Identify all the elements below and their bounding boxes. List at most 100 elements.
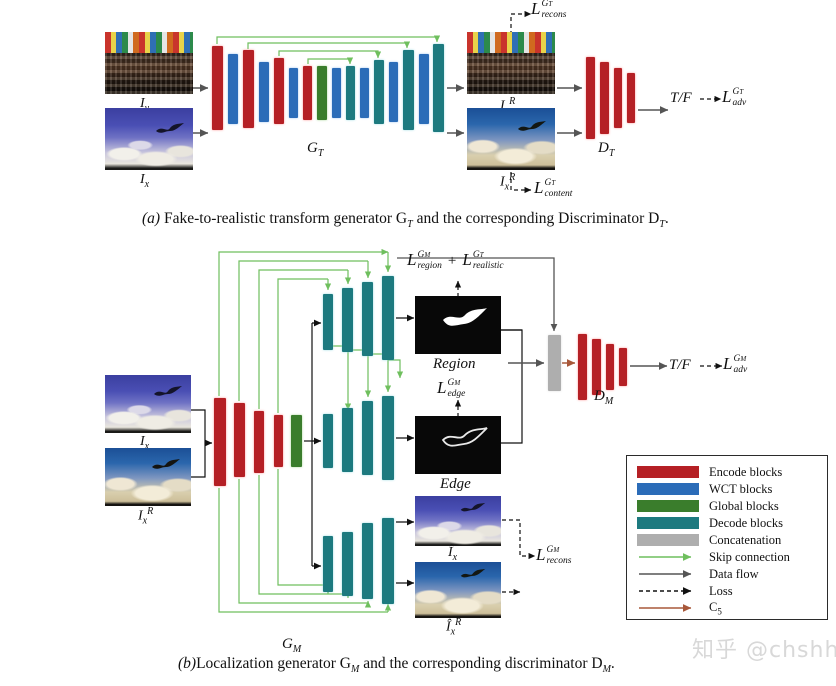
loss-sub: adv [732,97,747,108]
panel-a-output-label-IxR: IxR [500,172,516,193]
sup-R: R [509,172,516,183]
panel-b-loss-region-plus-realistic: L GM region + L GT realistic [407,250,504,271]
panel-b-generator-dec-block-7 [362,282,373,356]
legend-arrow-icon [637,568,699,580]
loss-sup: GM [546,545,560,556]
sub-M: M [292,644,302,655]
panel-a-generator-wct-block-10 [360,68,369,118]
panel-b-top-feedline [397,257,558,332]
legend-item-label: Global blocks [709,498,779,513]
panel-b-generator-dec-block-8 [382,276,394,360]
loss-sub: recons [541,9,567,20]
caption-sub-M2: M [602,664,611,676]
caption-sub-M: M [351,664,360,676]
panel-a-input-label-Ix: Ix [140,172,150,190]
panel-b-discriminator-enc-block-1 [578,334,587,400]
panel-a-generator-label: GT [307,140,324,159]
legend-item-4: Concatenation [637,533,781,547]
caption-sub-T: T [407,219,413,231]
sub-x: x [450,626,456,638]
panel-a-input-image-Iy [105,32,193,94]
panel-b-discriminator-label: DM [594,388,614,407]
loss-sub: edge [447,388,466,399]
caption-text: Localization generator G [196,655,352,672]
panel-a-generator-wct-block-8 [332,68,341,118]
sub-M: M [604,396,614,407]
legend-item-label: Loss [709,583,733,598]
panel-a-output-image-IxR [467,108,555,170]
legend-swatch-icon [637,483,699,495]
panel-a-generator-dec-block-15 [433,44,444,132]
loss-script: GT recons [541,0,566,20]
panel-a-discriminator-enc-block-1 [600,62,609,134]
panel-a-loss-recons: L GT recons [531,0,567,20]
sub-x: x [144,440,150,452]
watermark: 知乎 @chshh [692,632,836,664]
loss-sup: GM [447,378,461,389]
panel-b-tf-label: T/F [669,357,691,373]
caption-end: . [610,655,615,672]
sup-R: R [147,506,154,517]
panel-a-discriminator-enc-block-2 [614,68,622,128]
loss-sup: GT [544,178,556,189]
panel-b-generator-dec-block-11 [362,401,373,475]
loss-sup: GM [417,250,431,261]
panel-b-input-dataflow [191,409,206,478]
panel-a-discriminator-enc-block-3 [627,73,635,123]
panel-b-caption: (b)Localization generator GM and the cor… [178,655,615,675]
legend-item-label: Data flow [709,566,759,581]
panel-b-discriminator-enc-block-2 [592,339,601,395]
panel-b-generator-enc-block-1 [234,403,245,477]
legend-item-label: Encode blocks [709,464,783,479]
panel-a-discriminator-label: DT [598,140,615,159]
panel-b-discriminator-enc-block-4 [619,348,627,386]
panel-a-generator-wct-block-3 [259,62,269,122]
legend-item-label: Concatenation [709,532,782,547]
panel-b-generator-dec-block-14 [342,532,353,596]
caption-mid: and the corresponding discriminator D [359,655,603,672]
sup-R: R [509,96,516,107]
legend-item-3: Decode blocks [637,516,783,530]
legend-item-label: WCT blocks [709,481,773,496]
panel-a-skip-connections [216,35,441,65]
panel-b-input-label-IxR: IxR [138,506,154,527]
panel-b-input-label-Ix: Ix [140,434,150,452]
loss-sub: adv [733,364,748,375]
panel-b-recon-image-Ix [415,496,501,546]
panel-a-input-image-Ix [105,108,193,170]
panel-b-loss-recons: L GM recons [536,545,572,566]
panel-b-generator-dec-block-13 [323,536,333,592]
loss-script: GM adv [733,355,747,375]
panel-b-input-image-IxR [105,448,191,506]
sub-x: x [452,551,458,563]
panel-b-input-image-Ix [105,375,191,433]
panel-a-generator-dec-block-11 [374,60,384,124]
panel-b-generator-dec-block-12 [382,396,394,480]
panel-b-recon-label-IxR: ÎxR [446,617,462,638]
legend-item-label: Decode blocks [709,515,783,530]
panel-a-generator-wct-block-12 [389,62,398,122]
panel-b-generator-dec-block-6 [342,288,353,352]
panel-b-branch-arrows [312,319,322,570]
legend-item-8: C5 [637,599,722,617]
panel-a-loss-adv: L GT adv [722,87,747,108]
legend-item-label: C5 [709,599,722,617]
legend-arrow-icon [637,551,699,563]
loss-sub: region [417,260,442,271]
panel-a-generator-wct-block-14 [419,54,429,124]
panel-b-generator-dec-block-15 [362,523,373,599]
panel-b-edge-label: Edge [440,476,471,492]
panel-a-discriminator-enc-block-0 [586,57,595,139]
loss-sub: content [544,188,573,199]
panel-b-generator-dec-block-5 [323,294,333,350]
panel-a-generator-enc-block-4 [274,58,284,124]
panel-a-loss-content: L GT content [534,178,573,199]
loss-sup: GM [733,354,747,365]
caption-prefix: (a) [142,210,161,227]
legend-swatch-icon [637,517,699,529]
legend-item-2: Global blocks [637,499,779,513]
loss-script: GM region [417,251,441,271]
loss-script: GT content [544,179,572,199]
panel-b-generator-dec-block-16 [382,518,394,604]
